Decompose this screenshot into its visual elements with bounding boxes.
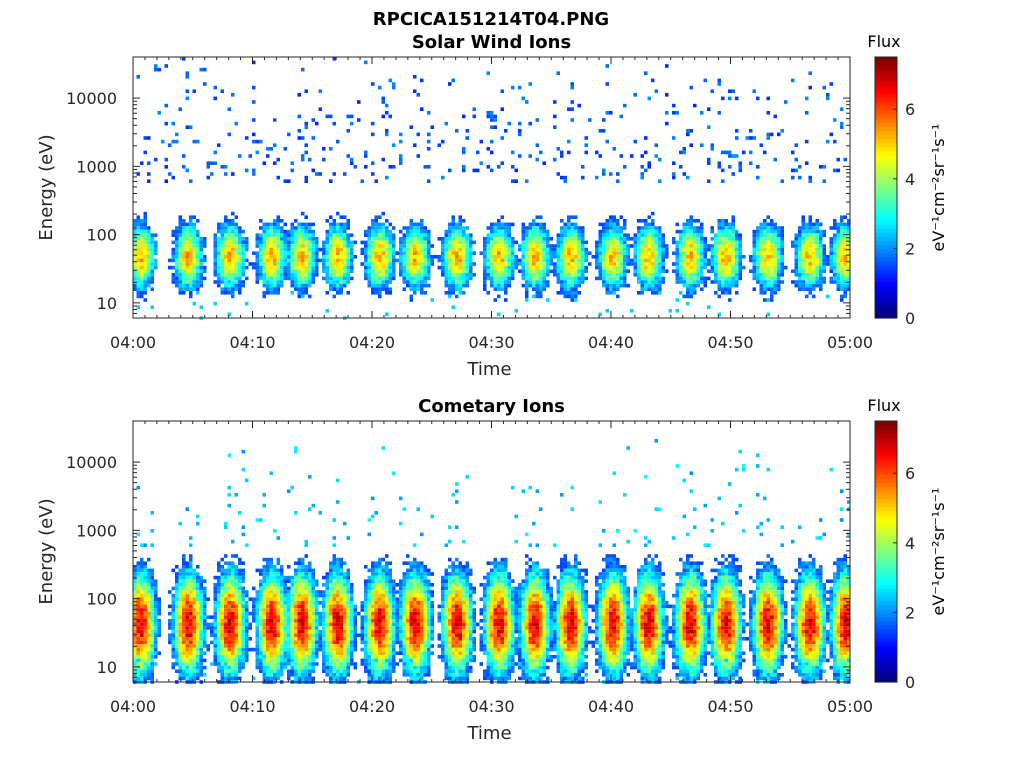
y-axis-label: Energy (eV): [36, 498, 57, 604]
panel-title: Solar Wind Ions: [412, 32, 571, 53]
colorbar: 0 2 4 6 Flux eV⁻¹cm⁻²sr⁻¹s⁻¹: [867, 32, 948, 328]
colorbar-tick-label: 4: [905, 170, 915, 189]
x-tick-label: 04:00: [110, 333, 156, 352]
figure-title: RPCICA151214T04.PNG: [373, 9, 609, 30]
x-tick-label: 04:40: [588, 333, 634, 352]
colorbar-tick-label: 6: [905, 464, 915, 483]
heatmap-cells: [133, 439, 851, 684]
colorbar-title: Flux: [867, 32, 900, 51]
colorbar-tick-label: 2: [905, 239, 915, 258]
x-tick-label: 04:30: [468, 697, 514, 716]
y-tick-label: 100: [86, 590, 117, 609]
colorbar-title: Flux: [867, 396, 900, 415]
y-axis-label: Energy (eV): [36, 134, 57, 240]
panel-title: Cometary Ions: [418, 396, 565, 417]
heatmap-cells: [133, 57, 851, 320]
y-tick-label: 10: [97, 294, 117, 313]
x-tick-label: 04:20: [349, 697, 395, 716]
x-tick-label: 04:30: [468, 333, 514, 352]
x-tick-label: 04:00: [110, 697, 156, 716]
colorbar-unit-label: eV⁻¹cm⁻²sr⁻¹s⁻¹: [929, 488, 948, 616]
x-tick-label: 04:50: [707, 697, 753, 716]
y-tick-label: 1000: [76, 521, 117, 540]
x-tick-label: 05:00: [827, 697, 873, 716]
colorbar-tick-label: 4: [905, 534, 915, 553]
colorbar-frame: [874, 56, 898, 319]
y-tick-label: 10000: [66, 453, 117, 472]
colorbar-tick-label: 0: [905, 673, 915, 692]
colorbar: 0 2 4 6 Flux eV⁻¹cm⁻²sr⁻¹s⁻¹: [867, 396, 948, 692]
x-tick-label: 04:40: [588, 697, 634, 716]
colorbar-tick-label: 2: [905, 603, 915, 622]
x-axis-label: Time: [466, 359, 511, 380]
colorbar-unit-label: eV⁻¹cm⁻²sr⁻¹s⁻¹: [929, 124, 948, 252]
x-axis-label: Time: [466, 723, 511, 744]
x-tick-label: 04:20: [349, 333, 395, 352]
y-tick-label: 10000: [66, 89, 117, 108]
x-tick-label: 04:10: [229, 333, 275, 352]
y-tick-label: 1000: [76, 157, 117, 176]
x-tick-label: 05:00: [827, 333, 873, 352]
y-tick-label: 10: [97, 658, 117, 677]
x-tick-label: 04:10: [229, 697, 275, 716]
y-tick-label: 100: [86, 226, 117, 245]
solar-wind-panel: Solar Wind Ions 04:00 04:10 04:20 04:30 04:40…: [36, 32, 948, 380]
colorbar-tick-label: 6: [905, 100, 915, 119]
colorbar-tick-label: 0: [905, 309, 915, 328]
x-tick-label: 04:50: [707, 333, 753, 352]
colorbar-frame: [874, 420, 898, 683]
